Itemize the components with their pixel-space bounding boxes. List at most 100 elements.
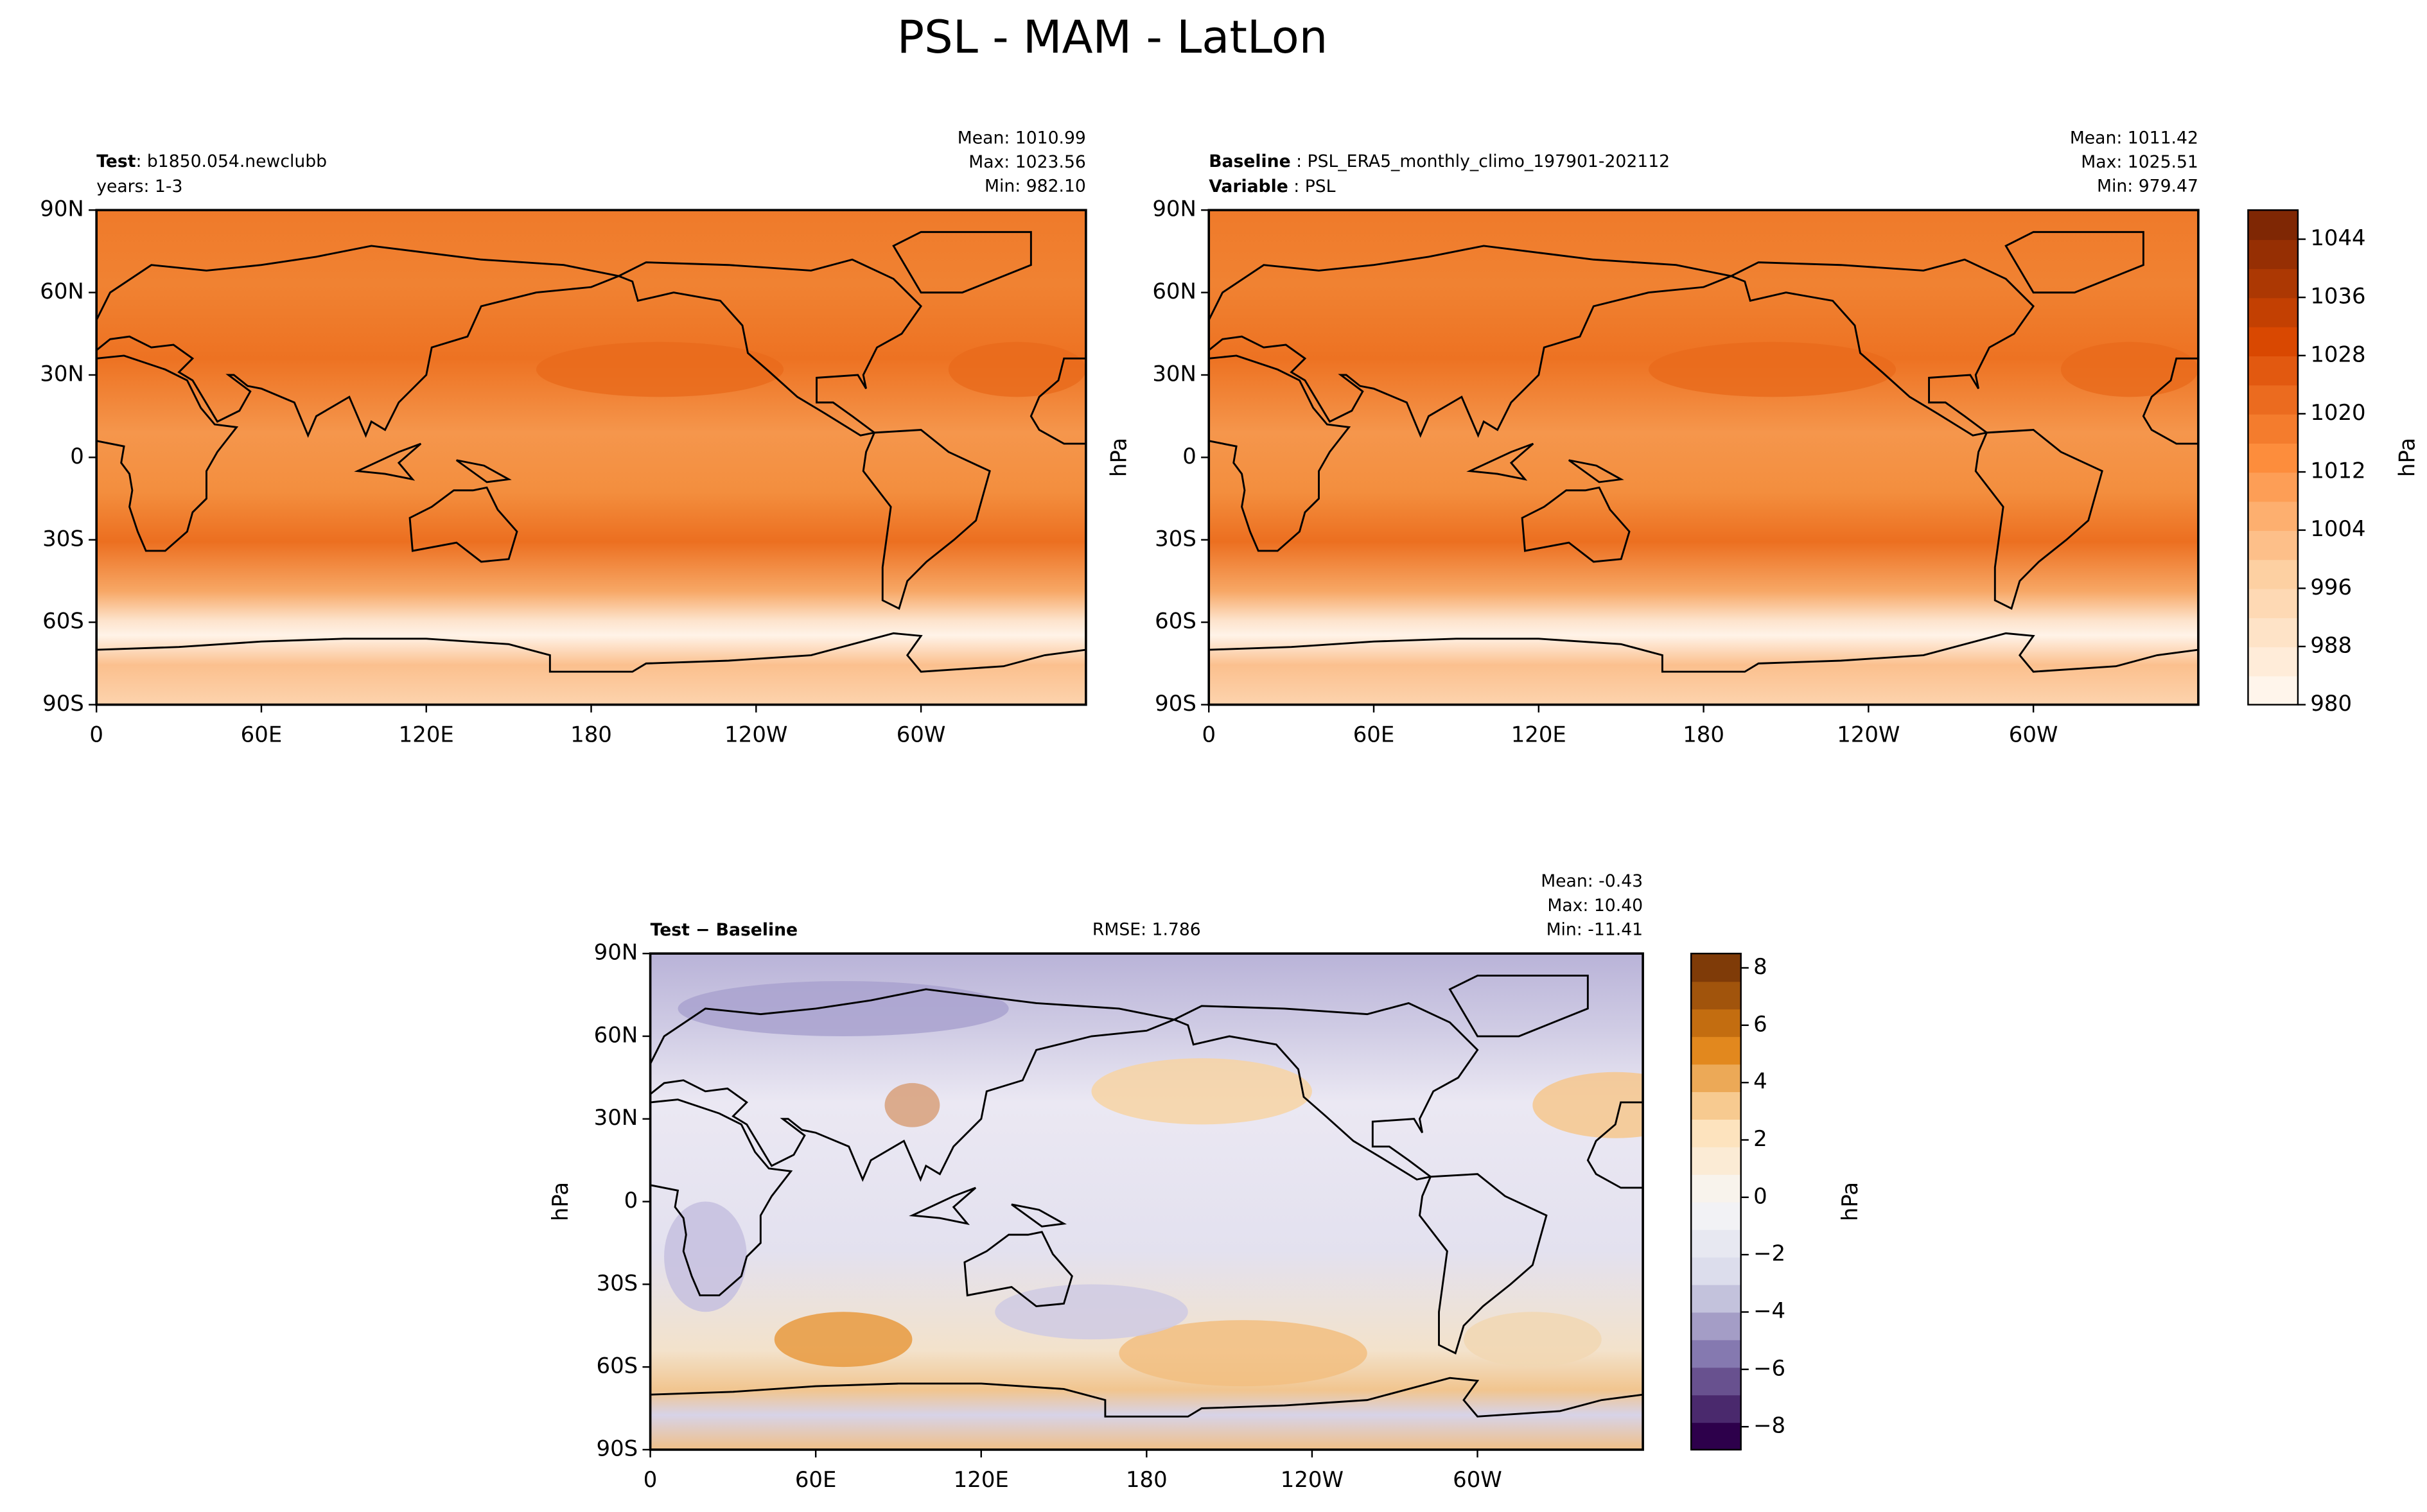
map [1209,210,2198,705]
y-tick-label: 90S [1155,691,1196,716]
x-tick-label: 120W [1837,722,1900,747]
panel-stat: Min: -11.41 [1546,919,1643,939]
field-anomaly [1532,1072,1643,1138]
coastline [1586,1101,1643,1189]
coastline [354,442,422,481]
x-tick-label: 180 [1126,1467,1168,1492]
coastline [892,230,1032,294]
colorbar-tick-label: −4 [1753,1298,1785,1323]
panel-stat: Max: 1025.51 [2081,152,2198,172]
coastline [1171,1002,1479,1181]
colorbar-tick-label: 988 [2310,632,2352,657]
y-tick-label: 90N [594,940,638,965]
colorbar-tick-label: 1028 [2310,342,2365,367]
coastline [2142,357,2198,445]
x-tick-label: 0 [1202,722,1216,747]
colorbar-tick-label: 1044 [2310,225,2365,250]
y-tick-label: 0 [70,444,84,469]
coastline [1011,1203,1067,1228]
coastline [408,486,518,563]
colorbar-tick-label: 0 [1753,1183,1767,1208]
colorbar-tick-label: 8 [1753,954,1767,979]
coastline [862,429,991,610]
panel-stat: Mean: 1011.42 [2070,128,2198,148]
colorbar-band [2248,385,2298,415]
x-tick-label: 60W [897,722,946,747]
map [96,210,1086,705]
coastline [1030,357,1086,445]
panel-stat: Min: 979.47 [2097,176,2198,196]
panel-label: years: 1-3 [96,176,182,196]
x-tick-label: 60W [2009,722,2058,747]
colorbar-tick-label: 1012 [2310,458,2365,483]
field-anomaly [1464,1312,1602,1368]
coastline [1209,354,1351,552]
panel-label: Test: b1850.054.newclubb [96,152,327,171]
colorbar-tick-label: 1020 [2310,400,2365,425]
colorbar-label: hPa [2394,438,2419,477]
coastline [1418,1173,1548,1355]
colorbar-band [2248,530,2298,560]
label-text: : b1850.054.newclubb [136,152,327,171]
map [650,953,1643,1450]
coastline [616,258,922,437]
x-tick-label: 180 [570,722,612,747]
y-tick-label: 90S [42,691,84,716]
colorbar-band [2248,442,2298,473]
y-tick-label: 60S [597,1353,638,1378]
coastline [963,1231,1073,1308]
coastline [650,1099,793,1297]
field-anomaly [774,1312,913,1368]
colorbar-band [1691,1339,1741,1368]
field [1209,210,2198,705]
y-tick-label: 30S [42,526,84,551]
panel-rmse: RMSE: 1.786 [1092,919,1201,939]
x-tick-label: 180 [1683,722,1724,747]
label-text: : PSL [1288,176,1336,196]
y-tick-label: 60S [1155,609,1196,634]
y-tick-label: 60N [40,279,84,304]
colorbar-band [2248,617,2298,648]
panel-label: Variable : PSL [1209,176,1335,196]
y-tick-label: 0 [1182,444,1196,469]
colorbar-band [2248,501,2298,531]
colorbar-band [1691,1201,1741,1230]
colorbar-band [2248,675,2298,706]
colorbar-band [2248,413,2298,444]
x-tick-label: 0 [89,722,103,747]
colorbar-band [1691,1063,1741,1093]
coastline [2004,230,2144,294]
coastline [1974,429,2103,610]
colorbar-band [2248,239,2298,270]
colorbar-band [1691,953,1741,982]
y-tick-label: 30N [594,1105,638,1130]
panel-label: Baseline : PSL_ERA5_monthly_climo_197901… [1209,152,1670,171]
y-tick-label: 30S [597,1271,638,1296]
y-tick-label: 60N [1152,279,1196,304]
colorbar-band [1691,1256,1741,1285]
colorbar-band [1691,1091,1741,1120]
coastline [1568,459,1624,483]
colorbar-tick-label: 980 [2310,691,2352,716]
panel-stat: Min: 982.10 [985,176,1086,196]
colorbar-tick-label: −6 [1753,1355,1785,1380]
x-tick-label: 60W [1453,1467,1502,1492]
field-high [2060,342,2198,397]
x-tick-label: 60E [795,1467,837,1492]
label-text: years: 1-3 [96,176,182,196]
field-anomaly [884,1082,940,1127]
coastline [909,1186,977,1226]
y-tick-label: 30S [1155,526,1196,551]
coastline [1209,632,2198,673]
label-bold: Test − Baseline [651,919,798,939]
coastline [1466,442,1534,481]
colorbar-band [2248,210,2298,240]
field-anomaly [1119,1320,1367,1387]
colorbar-band [1691,1174,1741,1203]
colorbar-tick-label: −8 [1753,1413,1785,1438]
colorbar-band [2248,268,2298,299]
y-tick-label: 0 [624,1188,638,1213]
panel-stat: Mean: 1010.99 [958,128,1086,148]
x-tick-label: 60E [1353,722,1395,747]
